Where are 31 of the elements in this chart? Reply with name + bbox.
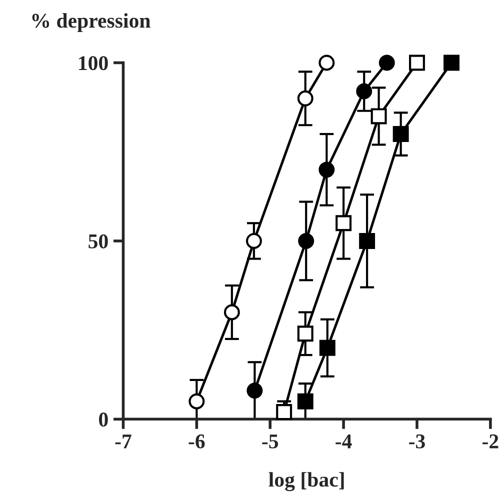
point	[392, 126, 409, 142]
x-tick-label: -2	[482, 434, 498, 448]
point	[378, 54, 395, 71]
point	[318, 54, 335, 71]
x-tick-label: -3	[409, 434, 425, 448]
point	[188, 393, 205, 410]
point	[297, 326, 314, 342]
point	[246, 382, 263, 399]
x-tick-label: -6	[188, 434, 205, 448]
point	[356, 83, 372, 100]
point	[370, 108, 387, 124]
x-tick-label: -4	[336, 434, 352, 448]
point	[298, 232, 314, 249]
point	[318, 162, 335, 178]
y-tick-label: 50	[88, 234, 108, 248]
y-tick-label: 100	[79, 56, 108, 70]
point	[246, 232, 262, 249]
point	[336, 215, 352, 232]
point	[409, 54, 425, 71]
x-tick-label: -7	[115, 434, 132, 448]
point	[224, 304, 240, 320]
x-tick-label: -5	[262, 434, 278, 448]
point	[444, 54, 460, 71]
y-tick-label: 0	[99, 412, 108, 427]
point	[297, 90, 314, 106]
point	[297, 393, 314, 410]
y-axis-title: % depression	[32, 13, 150, 32]
point	[319, 340, 336, 356]
point	[276, 404, 292, 420]
point	[359, 232, 376, 249]
x-axis-title: log [bac]	[268, 472, 344, 492]
